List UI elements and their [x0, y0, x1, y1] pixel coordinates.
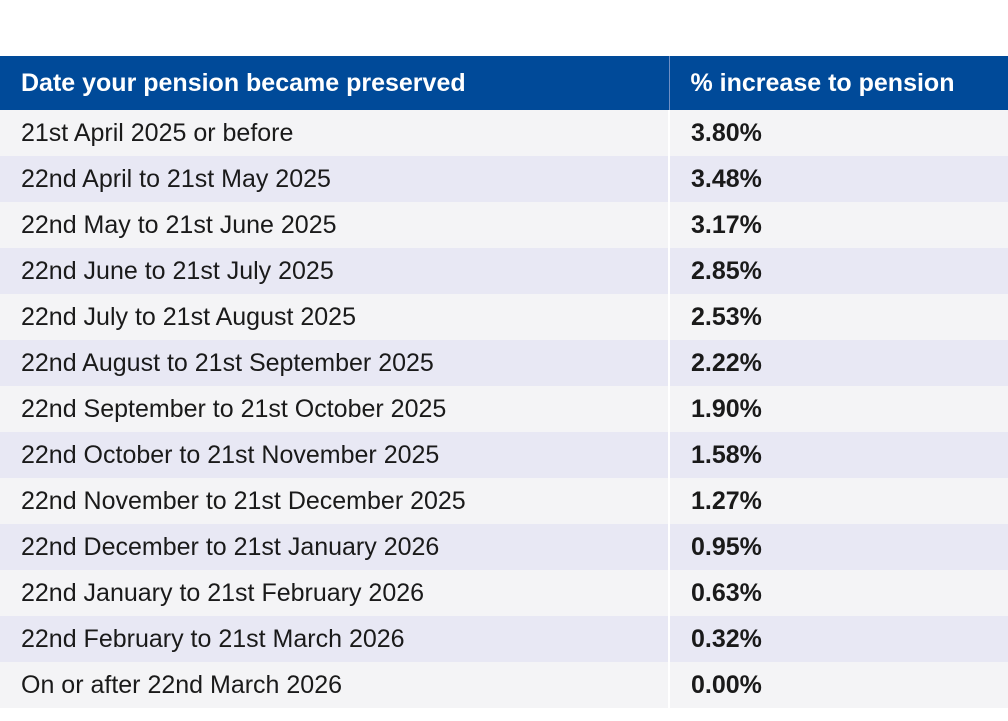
date-cell: 22nd January to 21st February 2026 — [0, 570, 669, 616]
table-row: 22nd September to 21st October 2025 1.90… — [0, 386, 1008, 432]
date-cell: 22nd September to 21st October 2025 — [0, 386, 669, 432]
increase-cell: 0.00% — [668, 662, 1008, 708]
date-cell: 22nd April to 21st May 2025 — [0, 156, 669, 202]
date-cell: 22nd June to 21st July 2025 — [0, 248, 669, 294]
pension-increase-table-container: Date your pension became preserved % inc… — [0, 56, 1008, 708]
increase-cell: 1.58% — [668, 432, 1008, 478]
date-cell: 22nd July to 21st August 2025 — [0, 294, 669, 340]
increase-cell: 1.90% — [668, 386, 1008, 432]
table-row: 22nd November to 21st December 2025 1.27… — [0, 478, 1008, 524]
date-cell: 22nd August to 21st September 2025 — [0, 340, 669, 386]
table-row: 22nd February to 21st March 2026 0.32% — [0, 616, 1008, 662]
increase-cell: 2.53% — [668, 294, 1008, 340]
increase-cell: 0.32% — [668, 616, 1008, 662]
date-cell: 22nd February to 21st March 2026 — [0, 616, 669, 662]
increase-cell: 0.95% — [668, 524, 1008, 570]
increase-cell: 1.27% — [668, 478, 1008, 524]
increase-cell: 2.85% — [668, 248, 1008, 294]
table-row: 22nd August to 21st September 2025 2.22% — [0, 340, 1008, 386]
pension-increase-table: Date your pension became preserved % inc… — [0, 56, 1008, 708]
date-cell: 22nd November to 21st December 2025 — [0, 478, 669, 524]
increase-cell: 3.48% — [668, 156, 1008, 202]
date-cell: 22nd May to 21st June 2025 — [0, 202, 669, 248]
date-cell: 22nd December to 21st January 2026 — [0, 524, 669, 570]
header-date-preserved: Date your pension became preserved — [0, 56, 669, 110]
table-row: 22nd May to 21st June 2025 3.17% — [0, 202, 1008, 248]
date-cell: 21st April 2025 or before — [0, 110, 669, 156]
table-row: 22nd July to 21st August 2025 2.53% — [0, 294, 1008, 340]
table-row: On or after 22nd March 2026 0.00% — [0, 662, 1008, 708]
table-row: 22nd June to 21st July 2025 2.85% — [0, 248, 1008, 294]
increase-cell: 2.22% — [668, 340, 1008, 386]
increase-cell: 3.80% — [668, 110, 1008, 156]
increase-cell: 3.17% — [668, 202, 1008, 248]
increase-cell: 0.63% — [668, 570, 1008, 616]
table-row: 22nd October to 21st November 2025 1.58% — [0, 432, 1008, 478]
table-row: 22nd April to 21st May 2025 3.48% — [0, 156, 1008, 202]
date-cell: 22nd October to 21st November 2025 — [0, 432, 669, 478]
date-cell: On or after 22nd March 2026 — [0, 662, 669, 708]
table-row: 22nd January to 21st February 2026 0.63% — [0, 570, 1008, 616]
table-row: 22nd December to 21st January 2026 0.95% — [0, 524, 1008, 570]
table-row: 21st April 2025 or before 3.80% — [0, 110, 1008, 156]
table-header-row: Date your pension became preserved % inc… — [0, 56, 1008, 110]
header-percent-increase: % increase to pension — [668, 56, 1008, 110]
